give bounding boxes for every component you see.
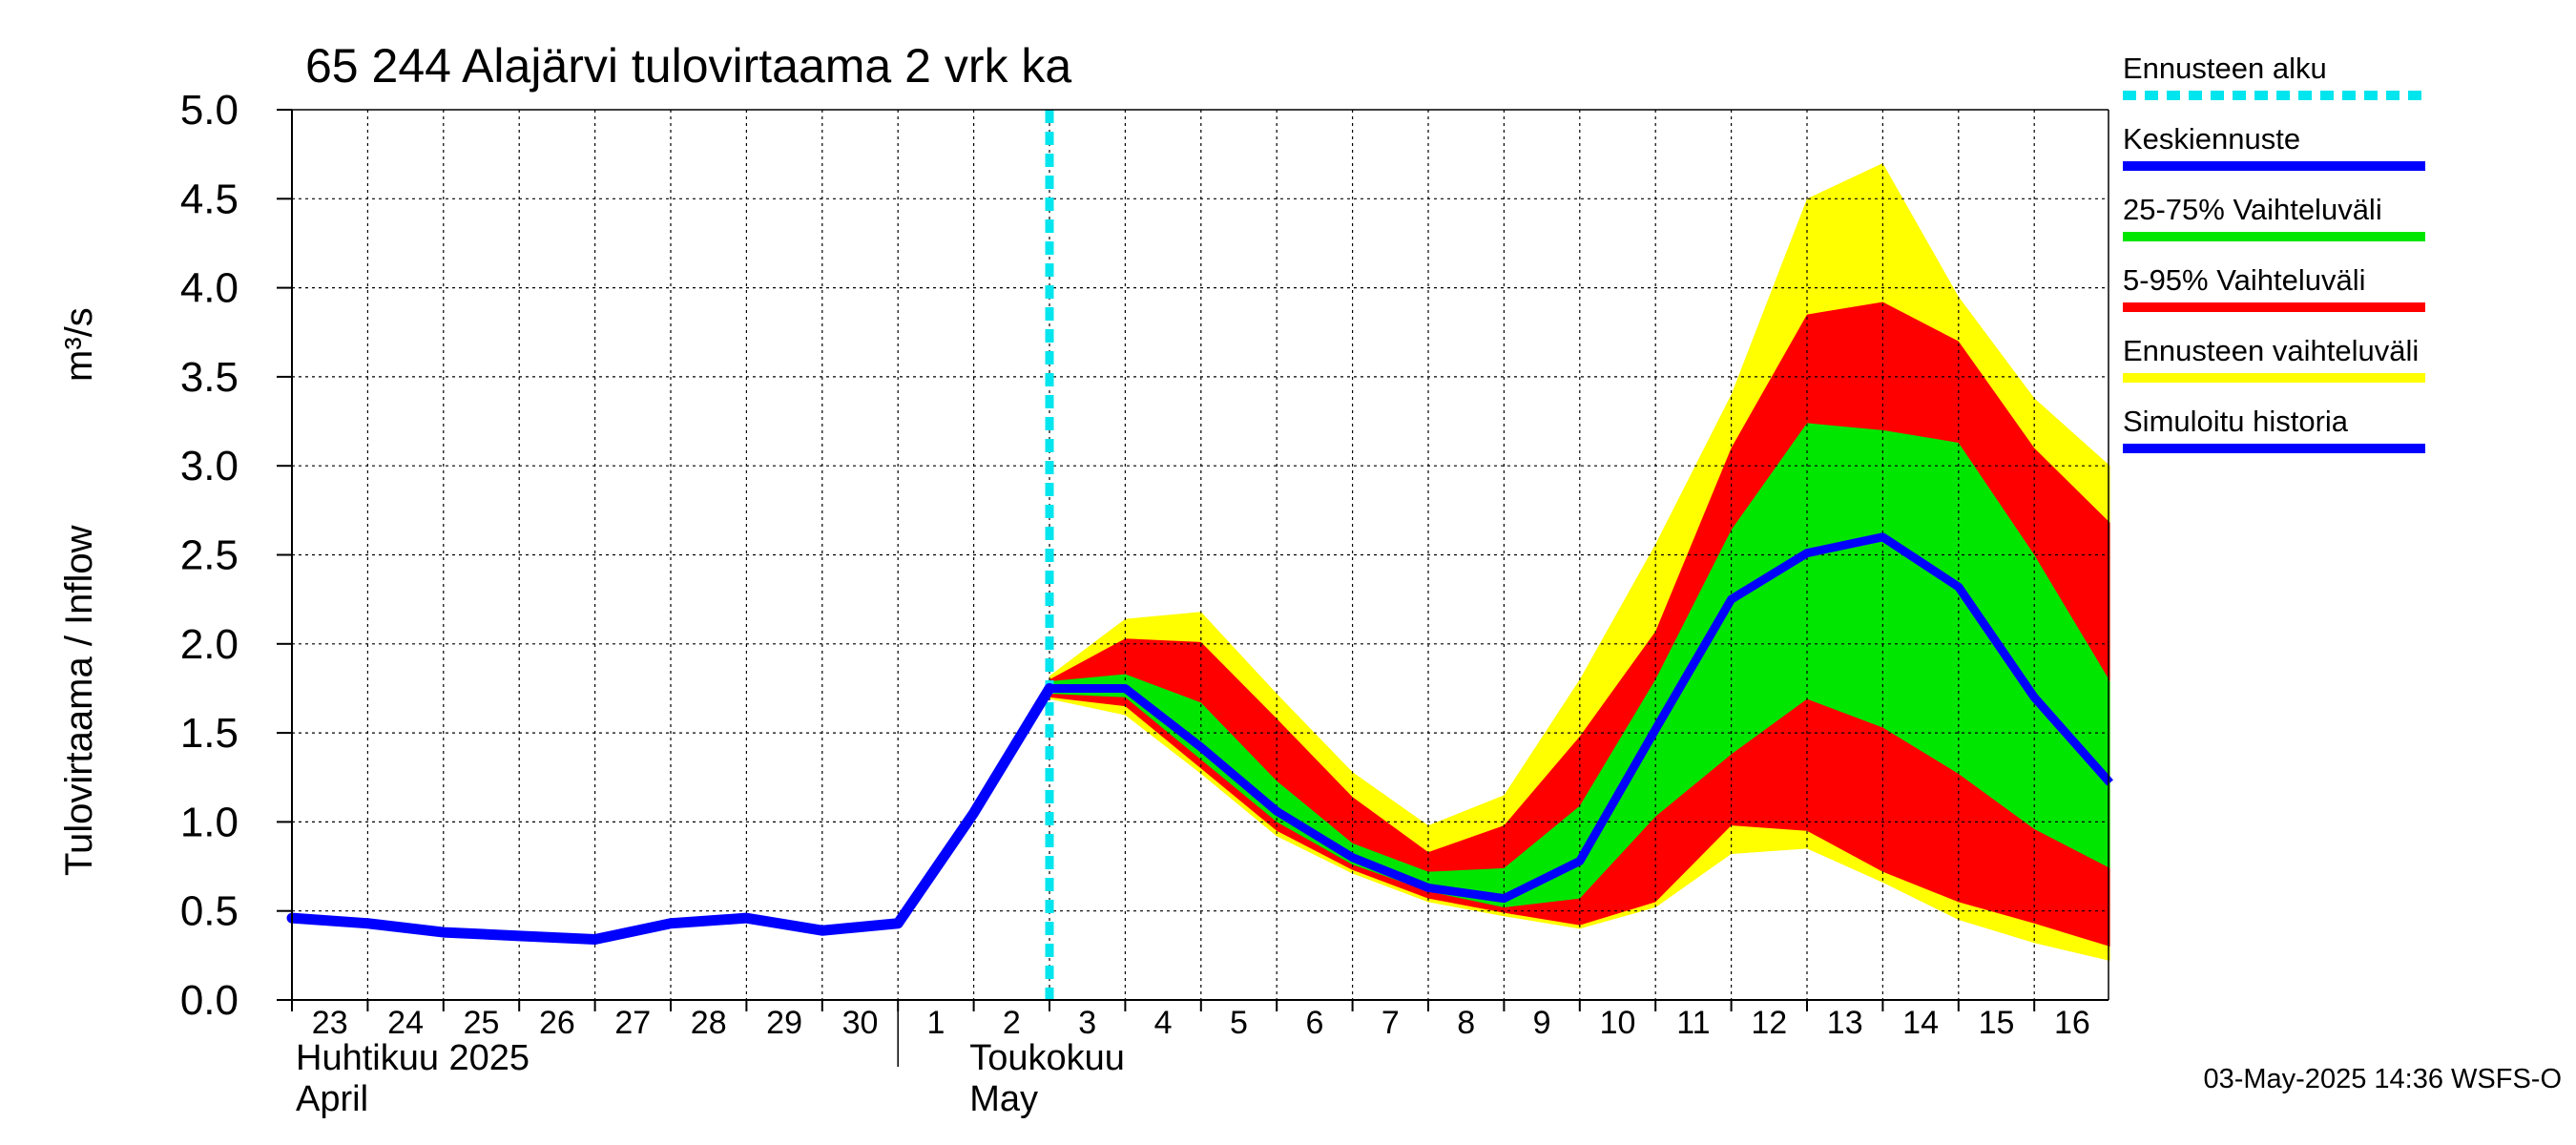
y-tick-label: 2.5 [180,532,239,579]
month-label-fi: Huhtikuu 2025 [296,1038,530,1078]
x-tick-label: 13 [1827,1005,1863,1041]
x-tick-label: 9 [1533,1005,1551,1041]
month-label-en: May [969,1079,1038,1119]
month-label-fi: Toukokuu [969,1038,1125,1078]
x-tick-label: 23 [312,1005,348,1041]
y-tick-label: 4.5 [180,176,239,222]
x-tick-label: 6 [1305,1005,1323,1041]
y-tick-label: 4.0 [180,265,239,312]
x-tick-label: 26 [539,1005,575,1041]
y-tick-label: 2.0 [180,621,239,668]
x-tick-label: 10 [1600,1005,1636,1041]
x-tick-label: 15 [1979,1005,2015,1041]
legend-label: Ennusteen alku [2123,52,2327,85]
y-tick-labels: 0.0 0.5 1.0 1.5 2.0 2.5 3.0 3.5 4.0 4.5 5.0 [180,87,239,1024]
series-lines [286,110,2113,1000]
chart-title: 65 244 Alajärvi tulovirtaama 2 vrk ka [305,39,1071,93]
y-tick-label: 5.0 [180,87,239,134]
x-tick-label: 16 [2054,1005,2090,1041]
x-tick-labels: 23 24 25 26 27 28 29 30 1 2 3 4 5 6 7 8 9 10 11 12 13 14 15 16 [312,1005,2090,1041]
y-axis-unit: m³/s [58,307,100,382]
x-tick-label: 27 [614,1005,651,1041]
legend-label: 5-95% Vaihteluväli [2123,263,2365,297]
legend-label: Simuloitu historia [2123,405,2349,438]
y-tick-label: 0.5 [180,888,239,935]
x-tick-label: 1 [926,1005,945,1041]
history-line [286,682,1055,946]
x-tick-label: 2 [1003,1005,1021,1041]
y-axis-label: Tulovirtaama / Inflow [58,525,100,876]
legend: Ennusteen alku Keskiennuste 25-75% Vaihtel… [2123,52,2425,453]
y-tick-label: 1.0 [180,799,239,845]
y-tick-label: 3.5 [180,354,239,401]
axes [277,109,2109,1011]
legend-label: 25-75% Vaihteluväli [2123,193,2382,226]
x-tick-label: 25 [464,1005,500,1041]
x-tick-label: 12 [1751,1005,1787,1041]
x-tick-label: 8 [1457,1005,1475,1041]
legend-label: Ennusteen vaihteluväli [2123,334,2419,367]
x-tick-label: 29 [766,1005,802,1041]
x-tick-label: 3 [1078,1005,1096,1041]
x-tick-label: 4 [1154,1005,1173,1041]
median-forecast-line [1049,532,2113,904]
forecast-bands [1049,162,2110,961]
x-tick-label: 7 [1381,1005,1400,1041]
grid-lines [292,110,2109,1000]
x-tick-label: 24 [387,1005,424,1041]
y-tick-label: 1.5 [180,710,239,757]
x-tick-label: 5 [1230,1005,1248,1041]
x-tick-label: 11 [1676,1005,1710,1041]
x-tick-label: 30 [842,1005,879,1041]
legend-label: Keskiennuste [2123,122,2300,156]
y-tick-label: 3.0 [180,443,239,489]
y-axis-title: Tulovirtaama / Inflow m³/s [58,307,100,876]
y-tick-label: 0.0 [180,977,239,1024]
x-tick-label: 28 [691,1005,727,1041]
footer-timestamp: 03-May-2025 14:36 WSFS-O [2203,1064,2562,1094]
month-label-en: April [296,1079,368,1119]
x-tick-label: 14 [1902,1005,1939,1041]
